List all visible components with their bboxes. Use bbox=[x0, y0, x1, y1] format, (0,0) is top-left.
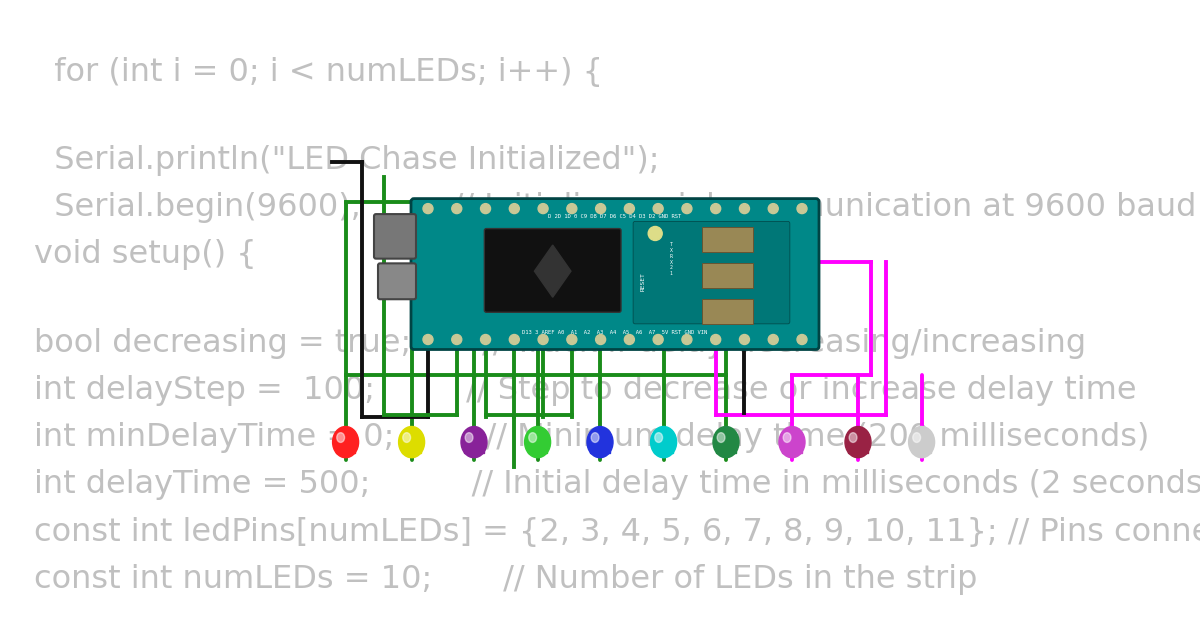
Text: void setup() {: void setup() { bbox=[34, 239, 257, 270]
Bar bbox=[912, 446, 931, 453]
Text: int minDelayTime = 0;         // Minimum delay time (200 milliseconds): int minDelayTime = 0; // Minimum delay t… bbox=[34, 422, 1148, 453]
Circle shape bbox=[768, 335, 779, 345]
Ellipse shape bbox=[718, 433, 725, 442]
Ellipse shape bbox=[587, 427, 613, 458]
FancyBboxPatch shape bbox=[378, 263, 416, 299]
Circle shape bbox=[509, 335, 520, 345]
Circle shape bbox=[797, 203, 808, 214]
Ellipse shape bbox=[398, 427, 425, 458]
Ellipse shape bbox=[779, 427, 805, 458]
Circle shape bbox=[451, 203, 462, 214]
Bar bbox=[782, 446, 802, 453]
FancyBboxPatch shape bbox=[485, 229, 622, 312]
Circle shape bbox=[422, 335, 433, 345]
Circle shape bbox=[451, 335, 462, 345]
Text: D 2D 1D 0 C9 D8 D7 D6 C5 D4 D3 D2 GND RST: D 2D 1D 0 C9 D8 D7 D6 C5 D4 D3 D2 GND RS… bbox=[548, 214, 682, 219]
Bar bbox=[848, 446, 868, 453]
Circle shape bbox=[797, 335, 808, 345]
Ellipse shape bbox=[466, 433, 473, 442]
FancyBboxPatch shape bbox=[634, 221, 790, 324]
Bar bbox=[464, 446, 484, 453]
Ellipse shape bbox=[403, 433, 410, 442]
FancyBboxPatch shape bbox=[410, 198, 818, 350]
Circle shape bbox=[624, 203, 635, 214]
Circle shape bbox=[538, 335, 548, 345]
Ellipse shape bbox=[908, 427, 935, 458]
Circle shape bbox=[422, 203, 433, 214]
Ellipse shape bbox=[650, 427, 677, 458]
Ellipse shape bbox=[337, 433, 344, 442]
Circle shape bbox=[768, 203, 779, 214]
Bar bbox=[528, 446, 547, 453]
Ellipse shape bbox=[850, 433, 857, 442]
Ellipse shape bbox=[713, 427, 739, 458]
Circle shape bbox=[566, 203, 577, 214]
Text: bool decreasing = true;       // Track if delay decreasing/increasing: bool decreasing = true; // Track if dela… bbox=[34, 328, 1086, 358]
Circle shape bbox=[595, 335, 606, 345]
FancyBboxPatch shape bbox=[702, 263, 752, 288]
Bar bbox=[716, 446, 736, 453]
Bar bbox=[654, 446, 673, 453]
Ellipse shape bbox=[655, 433, 662, 442]
FancyBboxPatch shape bbox=[374, 214, 416, 259]
Ellipse shape bbox=[529, 433, 536, 442]
Circle shape bbox=[566, 335, 577, 345]
Text: int delayStep =  100;         // Step to decrease or increase delay time: int delayStep = 100; // Step to decrease… bbox=[34, 375, 1136, 406]
FancyBboxPatch shape bbox=[702, 227, 752, 252]
Text: T
X
R
X
2
1: T X R X 2 1 bbox=[670, 242, 673, 276]
Ellipse shape bbox=[913, 433, 920, 442]
Circle shape bbox=[682, 203, 692, 214]
Text: Serial.println("LED Chase Initialized");: Serial.println("LED Chase Initialized"); bbox=[34, 145, 659, 176]
Text: D13 3 AREF A0  A1  A2  A3  A4  A5  A6  A7  5V RST GND VIN: D13 3 AREF A0 A1 A2 A3 A4 A5 A6 A7 5V RS… bbox=[522, 331, 708, 336]
Bar bbox=[590, 446, 610, 453]
Circle shape bbox=[653, 203, 664, 214]
Circle shape bbox=[739, 335, 750, 345]
Text: Serial.begin(9600);         // Initialize serial communication at 9600 baud rate: Serial.begin(9600); // Initialize serial… bbox=[34, 192, 1200, 223]
Text: for (int i = 0; i < numLEDs; i++) {: for (int i = 0; i < numLEDs; i++) { bbox=[34, 57, 602, 88]
Polygon shape bbox=[534, 245, 571, 297]
Circle shape bbox=[480, 203, 491, 214]
Circle shape bbox=[480, 335, 491, 345]
Circle shape bbox=[739, 203, 750, 214]
Ellipse shape bbox=[332, 427, 359, 458]
Circle shape bbox=[648, 226, 662, 241]
Circle shape bbox=[595, 203, 606, 214]
Bar bbox=[402, 446, 421, 453]
Ellipse shape bbox=[461, 427, 487, 458]
Ellipse shape bbox=[524, 427, 551, 458]
Ellipse shape bbox=[592, 433, 599, 442]
Text: int delayTime = 500;          // Initial delay time in milliseconds (2 seconds): int delayTime = 500; // Initial delay ti… bbox=[34, 469, 1200, 500]
Text: RESET: RESET bbox=[641, 272, 646, 290]
Circle shape bbox=[509, 203, 520, 214]
Circle shape bbox=[653, 335, 664, 345]
Circle shape bbox=[538, 203, 548, 214]
Ellipse shape bbox=[845, 427, 871, 458]
Circle shape bbox=[710, 203, 721, 214]
Ellipse shape bbox=[784, 433, 791, 442]
Circle shape bbox=[682, 335, 692, 345]
Bar bbox=[336, 446, 355, 453]
Text: const int ledPins[numLEDs] = {2, 3, 4, 5, 6, 7, 8, 9, 10, 11}; // Pins connected: const int ledPins[numLEDs] = {2, 3, 4, 5… bbox=[34, 517, 1200, 547]
Circle shape bbox=[624, 335, 635, 345]
Text: const int numLEDs = 10;       // Number of LEDs in the strip: const int numLEDs = 10; // Number of LED… bbox=[34, 564, 977, 595]
Circle shape bbox=[710, 335, 721, 345]
FancyBboxPatch shape bbox=[702, 299, 752, 324]
